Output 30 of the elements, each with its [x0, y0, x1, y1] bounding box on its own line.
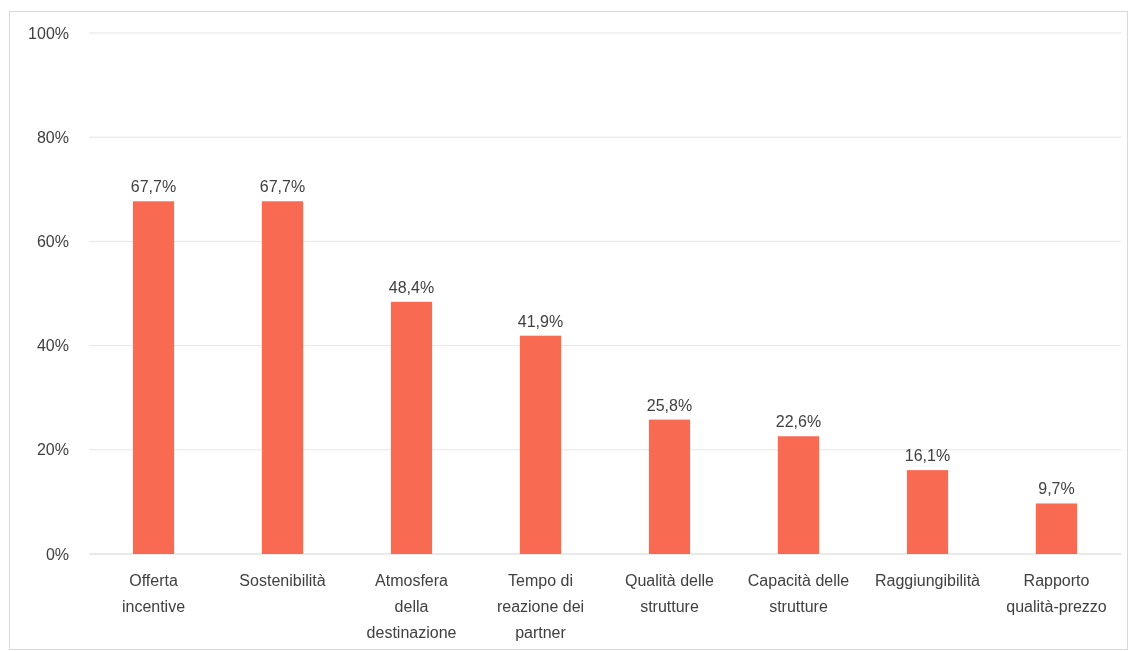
data-label: 22,6%	[775, 413, 822, 431]
y-tick-label: 100%	[28, 24, 69, 42]
bar	[132, 201, 175, 554]
bar	[648, 419, 691, 554]
data-label: 41,9%	[517, 312, 564, 330]
x-tick-label: Tempo di reazione dei partner	[496, 572, 585, 641]
x-tick-label: Offerta incentive	[121, 572, 186, 615]
bar	[390, 301, 433, 554]
y-tick-label: 80%	[36, 128, 69, 146]
data-label: 67,7%	[130, 178, 177, 196]
data-label: 67,7%	[259, 178, 306, 196]
bar	[777, 436, 820, 554]
x-tick-label: Sostenibilità	[239, 572, 326, 589]
x-tick-label: Atmosfera della destinazione	[366, 572, 457, 641]
x-tick-label: Qualità delle strutture	[625, 572, 715, 615]
bar	[519, 335, 562, 554]
y-tick-label: 60%	[36, 233, 69, 250]
data-label: 25,8%	[646, 396, 693, 414]
data-label: 16,1%	[904, 447, 951, 465]
bar	[1035, 503, 1078, 554]
x-tick-label: Capacità delle strutture	[747, 572, 850, 615]
x-tick-label: Rapporto qualità-prezzo	[1006, 572, 1107, 615]
data-label: 48,4%	[388, 278, 435, 296]
y-tick-label: 20%	[36, 441, 69, 459]
y-tick-label: 40%	[36, 337, 69, 355]
bar	[261, 201, 304, 554]
x-tick-label: Raggiungibilità	[875, 572, 981, 589]
y-tick-label: 0%	[45, 545, 69, 563]
bar	[906, 470, 949, 554]
data-label: 9,7%	[1038, 480, 1075, 498]
